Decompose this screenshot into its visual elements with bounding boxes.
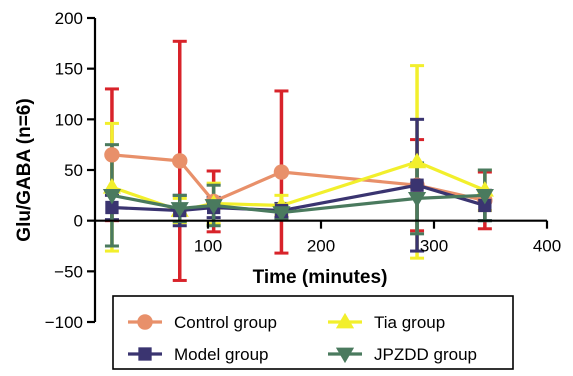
control-group-marker <box>172 153 188 169</box>
x-axis-label: Time (minutes) <box>253 267 388 288</box>
plot-area <box>102 39 494 282</box>
x-tick-label: 400 <box>533 237 561 256</box>
x-tick-label: 200 <box>307 237 335 256</box>
legend-jpzdd-group-label: JPZDD group <box>374 345 477 364</box>
legend-tia-group-marker <box>335 312 355 329</box>
legend-jpzdd-group-marker <box>335 347 355 364</box>
control-group-marker <box>104 147 120 163</box>
y-tick-label: 50 <box>64 161 83 180</box>
control-group-line <box>111 153 486 204</box>
axes: 200 150 100 50 0 −50 −100 100 200 300 400 <box>45 9 561 332</box>
tia-group-marker <box>407 152 427 169</box>
y-tick-label: 100 <box>55 110 83 129</box>
y-tick-label: 0 <box>74 212 83 231</box>
model-group-marker <box>105 200 119 215</box>
jpzdd-group-marker <box>475 188 494 205</box>
legend-control-group-label: Control group <box>174 313 277 332</box>
legend-model-group-marker <box>138 347 152 361</box>
control-group-marker <box>273 164 290 180</box>
legend-model-group-label: Model group <box>174 345 269 364</box>
model-group-marker <box>478 198 492 213</box>
jpzdd-group-line <box>111 193 485 215</box>
model-group-marker <box>410 178 424 192</box>
y-tick-label: 150 <box>55 60 83 79</box>
jpzdd-group-marker <box>204 199 223 215</box>
jpzdd-group-marker <box>102 188 122 205</box>
jpzdd-group-marker <box>272 206 291 222</box>
y-tick-label: −50 <box>54 262 83 281</box>
jpzdd-group-marker <box>170 202 189 218</box>
y-tick-label: −100 <box>45 313 83 332</box>
y-tick-label: 200 <box>55 9 83 28</box>
x-tick-label: 300 <box>420 237 448 256</box>
tia-group-line <box>111 160 486 213</box>
legend: Control group Tia group Model group JPZDD g… <box>112 295 514 370</box>
legend-tia-group-label: Tia group <box>374 313 445 332</box>
jpzdd-group-marker <box>407 192 427 208</box>
x-tick-label: 100 <box>194 237 222 256</box>
legend-box <box>112 295 514 370</box>
legend-control-group-marker <box>137 314 153 330</box>
y-axis-label: Glu/GABA (n=6) <box>14 98 35 241</box>
